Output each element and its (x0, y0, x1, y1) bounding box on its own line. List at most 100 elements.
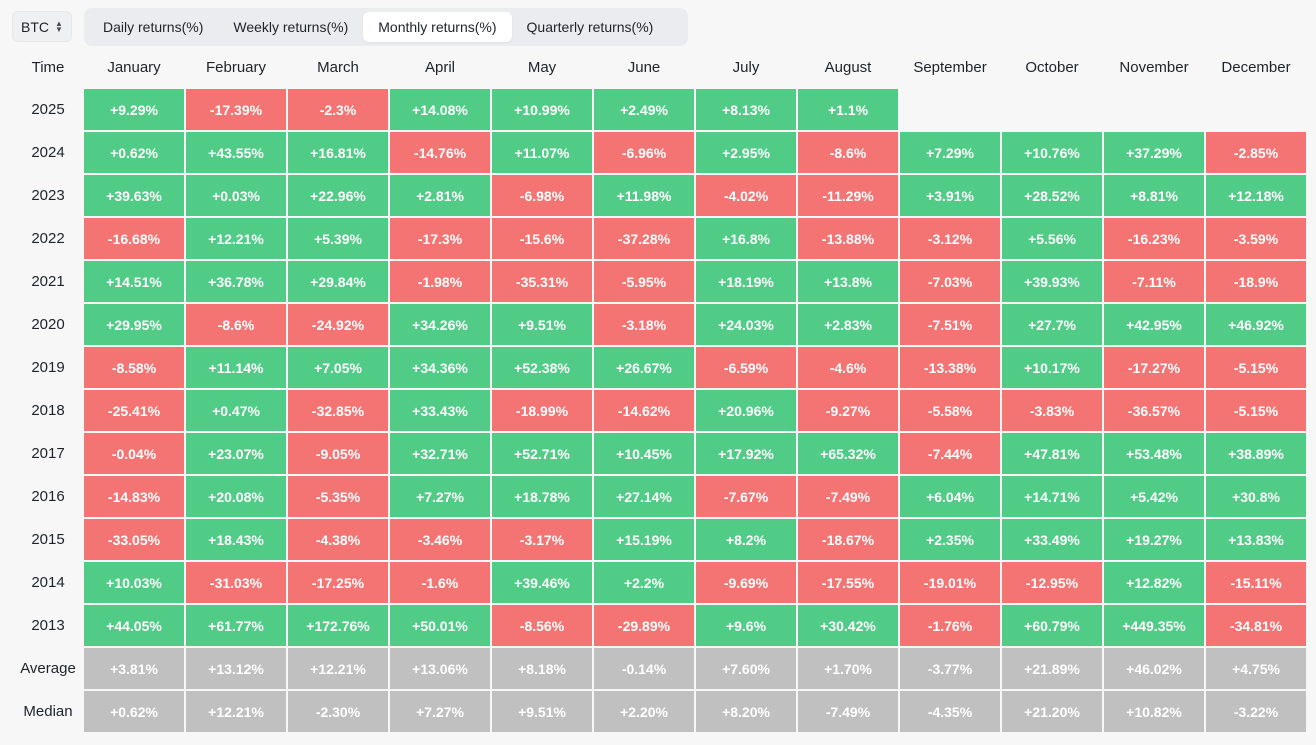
return-cell: +47.81% (1002, 433, 1102, 474)
summary-cell: +7.27% (390, 691, 490, 732)
summary-cell: +0.62% (84, 691, 184, 732)
return-cell: +12.21% (186, 218, 286, 259)
return-cell: +52.71% (492, 433, 592, 474)
summary-cell: +1.70% (798, 648, 898, 689)
return-cell: +18.43% (186, 519, 286, 560)
return-cell: -35.31% (492, 261, 592, 302)
return-cell: -16.23% (1104, 218, 1204, 259)
return-cell: -7.51% (900, 304, 1000, 345)
tab-quarterly-returns[interactable]: Quarterly returns(%) (526, 19, 654, 35)
table-row: 2016 -14.83% +20.08% -5.35% +7.27% +18.78% +27… (14, 476, 1306, 517)
summary-cell: -7.49% (798, 691, 898, 732)
return-cell: +14.08% (390, 89, 490, 130)
return-cell: +34.26% (390, 304, 490, 345)
return-cell: +43.55% (186, 132, 286, 173)
return-cell: -37.28% (594, 218, 694, 259)
return-cell: -3.12% (900, 218, 1000, 259)
tab-daily-returns[interactable]: Daily returns(%) (103, 19, 204, 35)
year-label: 2019 (31, 359, 65, 376)
return-cell: +10.17% (1002, 347, 1102, 388)
return-cell: -14.83% (84, 476, 184, 517)
return-cell: -14.76% (390, 132, 490, 173)
year-label: 2025 (31, 101, 65, 118)
tab-monthly-returns[interactable]: Monthly returns(%) (363, 12, 512, 42)
return-cell: -3.83% (1002, 390, 1102, 431)
return-cell: +20.08% (186, 476, 286, 517)
summary-cell: +10.82% (1104, 691, 1204, 732)
return-cell: +52.38% (492, 347, 592, 388)
return-cell: -29.89% (594, 605, 694, 646)
table-row: 2015 -33.05% +18.43% -4.38% -3.46% -3.17% +15.… (14, 519, 1306, 560)
return-cell: -36.57% (1104, 390, 1204, 431)
return-cell: +44.05% (84, 605, 184, 646)
return-cell: +2.49% (594, 89, 694, 130)
monthly-returns-table: Time January February March April May June July… (12, 46, 1308, 734)
table-row: 2022 -16.68% +12.21% +5.39% -17.3% -15.6% -37.… (14, 218, 1306, 259)
return-cell: -6.98% (492, 175, 592, 216)
return-cell: -4.02% (696, 175, 796, 216)
return-cell: +7.27% (390, 476, 490, 517)
table-row: 2017 -0.04% +23.07% -9.05% +32.71% +52.71% +10… (14, 433, 1306, 474)
column-header-month: May (527, 59, 557, 76)
return-cell: -5.15% (1206, 347, 1306, 388)
column-header-month: August (824, 59, 872, 76)
return-cell: -17.25% (288, 562, 388, 603)
year-label: 2016 (31, 488, 65, 505)
return-cell: +18.19% (696, 261, 796, 302)
year-label: 2024 (31, 144, 65, 161)
return-cell: -8.6% (798, 132, 898, 173)
return-cell: -14.62% (594, 390, 694, 431)
return-cell: +1.1% (798, 89, 898, 130)
return-cell: +2.35% (900, 519, 1000, 560)
return-cell: +14.51% (84, 261, 184, 302)
return-cell: -34.81% (1206, 605, 1306, 646)
summary-cell: +4.75% (1206, 648, 1306, 689)
column-header-month: January (107, 59, 161, 76)
return-cell: +2.2% (594, 562, 694, 603)
return-cell: -5.58% (900, 390, 1000, 431)
table-row: 2020 +29.95% -8.6% -24.92% +34.26% +9.51% -3.1… (14, 304, 1306, 345)
return-cell: +12.82% (1104, 562, 1204, 603)
table-row: 2018 -25.41% +0.47% -32.85% +33.43% -18.99% -1… (14, 390, 1306, 431)
summary-cell: +13.06% (390, 648, 490, 689)
return-cell: +8.2% (696, 519, 796, 560)
return-cell: +30.42% (798, 605, 898, 646)
tab-weekly-returns[interactable]: Weekly returns(%) (233, 19, 349, 35)
return-cell: -13.38% (900, 347, 1000, 388)
return-cell: +10.99% (492, 89, 592, 130)
return-cell: +9.51% (492, 304, 592, 345)
return-cell: -24.92% (288, 304, 388, 345)
return-cell: +20.96% (696, 390, 796, 431)
return-cell: +61.77% (186, 605, 286, 646)
return-cell: -15.6% (492, 218, 592, 259)
return-cell: +33.49% (1002, 519, 1102, 560)
empty-cell (1206, 89, 1306, 130)
return-cell: +32.71% (390, 433, 490, 474)
return-cell: -19.01% (900, 562, 1000, 603)
summary-cell: +7.60% (696, 648, 796, 689)
return-cell: +23.07% (186, 433, 286, 474)
column-header-month: April (424, 59, 455, 76)
return-cell: -17.3% (390, 218, 490, 259)
return-cell: -32.85% (288, 390, 388, 431)
table-header-row: Time January February March April May June July… (14, 48, 1306, 87)
table-row: 2014 +10.03% -31.03% -17.25% -1.6% +39.46% +2.… (14, 562, 1306, 603)
empty-cell (1002, 89, 1102, 130)
return-cell: -3.17% (492, 519, 592, 560)
summary-cell: +3.81% (84, 648, 184, 689)
column-header-month: March (317, 59, 359, 76)
column-header-month: September (913, 59, 987, 76)
asset-select[interactable]: BTC ▲ ▼ (12, 11, 72, 42)
table-row: 2021 +14.51% +36.78% +29.84% -1.98% -35.31% -5… (14, 261, 1306, 302)
return-cell: +10.76% (1002, 132, 1102, 173)
empty-cell (900, 89, 1000, 130)
return-cell: +11.07% (492, 132, 592, 173)
return-cell: -17.27% (1104, 347, 1204, 388)
table-row: 2013 +44.05% +61.77% +172.76% +50.01% -8.56% -… (14, 605, 1306, 646)
return-cell: +12.18% (1206, 175, 1306, 216)
return-cell: +14.71% (1002, 476, 1102, 517)
return-cell: +0.62% (84, 132, 184, 173)
return-cell: -8.58% (84, 347, 184, 388)
return-cell: -3.18% (594, 304, 694, 345)
summary-cell: +8.18% (492, 648, 592, 689)
